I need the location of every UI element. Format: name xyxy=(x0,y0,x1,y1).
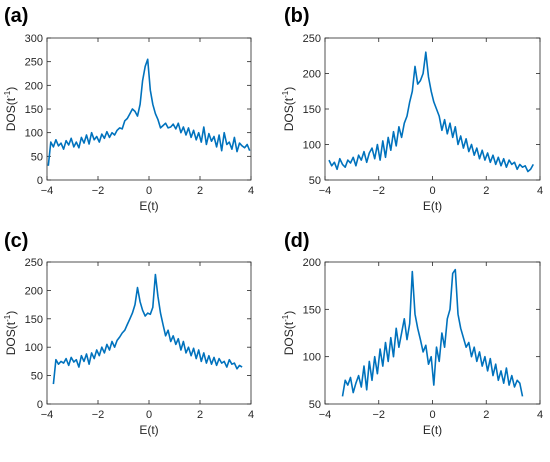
y-tick-label: 100 xyxy=(25,128,43,140)
x-axis-label: E(t) xyxy=(423,423,442,437)
y-tick-label: 200 xyxy=(25,80,43,92)
y-tick-label: 150 xyxy=(303,104,321,116)
y-tick-label: 150 xyxy=(303,304,321,316)
y-tick-label: 100 xyxy=(25,342,43,354)
panel-b: (b) −4 −2 0 2 4 50 100 150 200 250 E(t) DOS(t-1) xyxy=(281,5,543,213)
y-tick-label: 200 xyxy=(303,69,321,81)
y-tick-label: 100 xyxy=(303,352,321,364)
panel-label-b: (b) xyxy=(284,5,310,27)
axes-frame xyxy=(324,261,541,405)
y-tick-label: 50 xyxy=(309,175,321,187)
x-tick-label: 2 xyxy=(483,185,489,197)
x-tick-label: 2 xyxy=(483,409,489,421)
x-tick-label: −2 xyxy=(92,409,105,421)
series-line-d xyxy=(341,268,524,397)
y-tick-label: 50 xyxy=(31,151,43,163)
y-axis-label: DOS(t-1) xyxy=(281,87,296,131)
y-axis-label: DOS(t-1) xyxy=(3,87,18,131)
x-tick-label: 4 xyxy=(248,185,254,197)
x-tick-label: 2 xyxy=(197,409,203,421)
x-tick-label: 2 xyxy=(197,185,203,197)
panel-c: (c) −4 −2 0 2 4 0 50 100 150 200 250 E(t) DOS(t-1) xyxy=(3,230,254,437)
panel-d: (d) −4 −2 0 2 4 50 100 150 200 E(t) DOS(t-1) xyxy=(281,230,543,437)
y-tick-label: 100 xyxy=(303,140,321,152)
panel-a: (a) −4 −2 0 2 4 0 50 100 150 200 250 300 E(t) DOS(t-1) xyxy=(3,5,254,213)
y-tick-label: 150 xyxy=(25,314,43,326)
series-line-a xyxy=(47,58,251,166)
x-tick-label: −4 xyxy=(319,185,332,197)
y-tick-label: 150 xyxy=(25,104,43,116)
x-tick-label: 0 xyxy=(146,409,152,421)
y-tick-label: 250 xyxy=(303,33,321,45)
y-tick-label: 0 xyxy=(37,399,43,411)
y-tick-label: 250 xyxy=(25,257,43,269)
x-tick-label: −4 xyxy=(41,409,54,421)
y-tick-label: 50 xyxy=(309,399,321,411)
x-tick-label: −4 xyxy=(41,185,54,197)
y-axis-label: DOS(t-1) xyxy=(281,311,296,355)
x-tick-label: 0 xyxy=(146,185,152,197)
x-tick-label: −2 xyxy=(372,409,385,421)
axes-frame xyxy=(46,37,252,181)
x-axis-label: E(t) xyxy=(139,199,158,213)
series-line-c xyxy=(52,273,243,385)
y-tick-label: 50 xyxy=(31,371,43,383)
y-axis-label: DOS(t-1) xyxy=(3,311,18,355)
x-tick-label: −4 xyxy=(319,409,332,421)
panel-label-a: (a) xyxy=(4,5,28,27)
x-tick-label: −2 xyxy=(372,185,385,197)
y-tick-label: 300 xyxy=(25,33,43,45)
panel-label-d: (d) xyxy=(284,230,310,252)
y-tick-label: 200 xyxy=(25,285,43,297)
x-tick-label: 4 xyxy=(248,409,254,421)
x-tick-label: −2 xyxy=(92,185,105,197)
x-axis-label: E(t) xyxy=(139,423,158,437)
axes-frame xyxy=(46,261,252,405)
y-tick-label: 200 xyxy=(303,257,321,269)
series-line-b xyxy=(328,51,535,173)
panel-label-c: (c) xyxy=(4,230,28,252)
x-tick-label: 0 xyxy=(429,409,435,421)
x-tick-label: 0 xyxy=(429,185,435,197)
x-tick-label: 4 xyxy=(537,409,543,421)
y-tick-label: 250 xyxy=(25,57,43,69)
y-tick-label: 0 xyxy=(37,175,43,187)
x-tick-label: 4 xyxy=(537,185,543,197)
x-axis-label: E(t) xyxy=(423,199,442,213)
